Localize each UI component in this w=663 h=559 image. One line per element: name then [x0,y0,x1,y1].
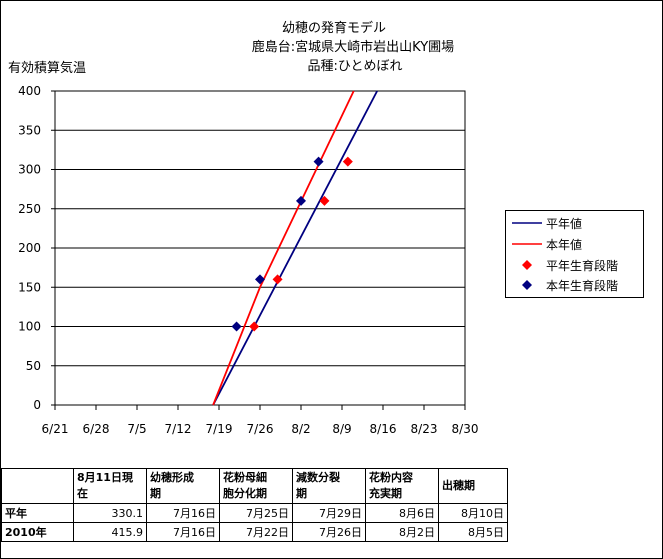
x-tick-label: 7/5 [127,422,146,436]
legend: 平年値 本年値 平年生育段階 本年生育段階 [505,210,644,298]
y-tick-label: 300 [18,163,41,177]
legend-navy-line-icon [512,222,542,224]
x-tick-label: 7/12 [165,422,192,436]
legend-red-diamond-icon [522,260,532,270]
legend-navy-diamond-icon [522,280,532,290]
y-axis-label: 有効積算気温 [8,60,86,76]
x-tick-label: 7/26 [247,422,274,436]
legend-label: 平年値 [546,217,583,231]
legend-red-line-icon [512,243,542,245]
table-header-cell [1,468,74,504]
table-cell: 415.9 [73,522,147,542]
x-tick-label: 8/2 [291,422,310,436]
y-tick-label: 150 [18,280,41,294]
table-cell: 7月29日 [292,503,366,523]
table-header-cell: 花粉内容 充実期 [365,468,439,504]
y-tick-label: 0 [33,398,41,412]
y-tick-label: 250 [18,202,41,216]
x-tick-label: 7/19 [206,422,233,436]
table-row: 平年 330.1 7月16日 7月25日 7月29日 8月6日 8月10日 [1,503,508,523]
x-tick-label: 8/23 [411,422,438,436]
chart-area: 幼穂の発育モデル 鹿島台:宮城県大崎市岩出山KY圃場 品種:ひとめぼれ 有効積算… [8,20,478,436]
table-header-cell: 減数分裂期 [292,468,366,504]
table-cell: 8月6日 [365,503,439,523]
y-tick-label: 200 [18,241,41,255]
legend-label: 本年値 [546,238,583,252]
table-cell: 330.1 [73,503,147,523]
series-line [212,90,355,406]
stage-table: 8月11日現在 幼穂形成期 花粉母細 胞分化期 減数分裂期 花粉内容 充実期 出穂期… [1,468,508,542]
table-cell: 7月25日 [219,503,293,523]
table-header-cell: 出穂期 [438,468,508,504]
x-tick-label: 8/30 [452,422,479,436]
y-tick-label: 400 [18,84,41,98]
table-cell: 7月22日 [219,522,293,542]
data-point-marker [249,321,260,332]
table-header-row: 8月11日現在 幼穂形成期 花粉母細 胞分化期 減数分裂期 花粉内容 充実期 出穂期 [1,468,508,504]
table-row-label: 平年 [1,503,74,523]
table-header-cell: 8月11日現在 [73,468,147,504]
chart-title-line1: 幼穂の発育モデル [282,20,386,36]
legend-item-this-year-line: 本年値 [506,234,643,254]
y-tick-label: 350 [18,123,41,137]
data-point-marker [231,321,242,332]
legend-item-this-year-stage: 本年生育段階 [506,275,643,295]
table-cell: 8月10日 [438,503,508,523]
legend-label: 平年生育段階 [546,259,619,273]
table-header-cell: 花粉母細 胞分化期 [219,468,293,504]
y-tick-label: 50 [26,359,41,373]
data-point-marker [313,156,324,167]
data-point-marker [255,274,265,285]
data-point-marker [296,195,306,206]
data-point-marker [342,156,353,167]
data-point-marker [272,274,283,285]
table-cell: 8月2日 [365,522,439,542]
chart-title-line3: 品種:ひとめぼれ [308,58,403,74]
plot-area: 0 50 100 150 200 250 300 350 400 6/21 6/28 7/5 7/12 7… [18,84,478,436]
legend-label: 本年生育段階 [546,279,619,293]
x-tick-label: 6/21 [42,422,69,436]
table-cell: 7月26日 [292,522,366,542]
table-row: 2010年 415.9 7月16日 7月22日 7月26日 8月2日 8月5日 [1,522,508,542]
x-tick-label: 8/9 [332,422,351,436]
series-line [212,90,378,406]
table-cell: 7月16日 [146,522,220,542]
table-header-cell: 幼穂形成期 [146,468,220,504]
table-cell: 8月5日 [438,522,508,542]
chart-title-line2: 鹿島台:宮城県大崎市岩出山KY圃場 [252,39,454,55]
legend-item-avg-line: 平年値 [506,213,643,233]
table-row-label: 2010年 [1,522,74,542]
y-tick-label: 100 [18,320,41,334]
x-tick-label: 6/28 [83,422,110,436]
legend-item-avg-stage: 平年生育段階 [506,255,643,275]
table-cell: 7月16日 [146,503,220,523]
x-tick-label: 8/16 [370,422,397,436]
data-point-marker [319,195,330,206]
